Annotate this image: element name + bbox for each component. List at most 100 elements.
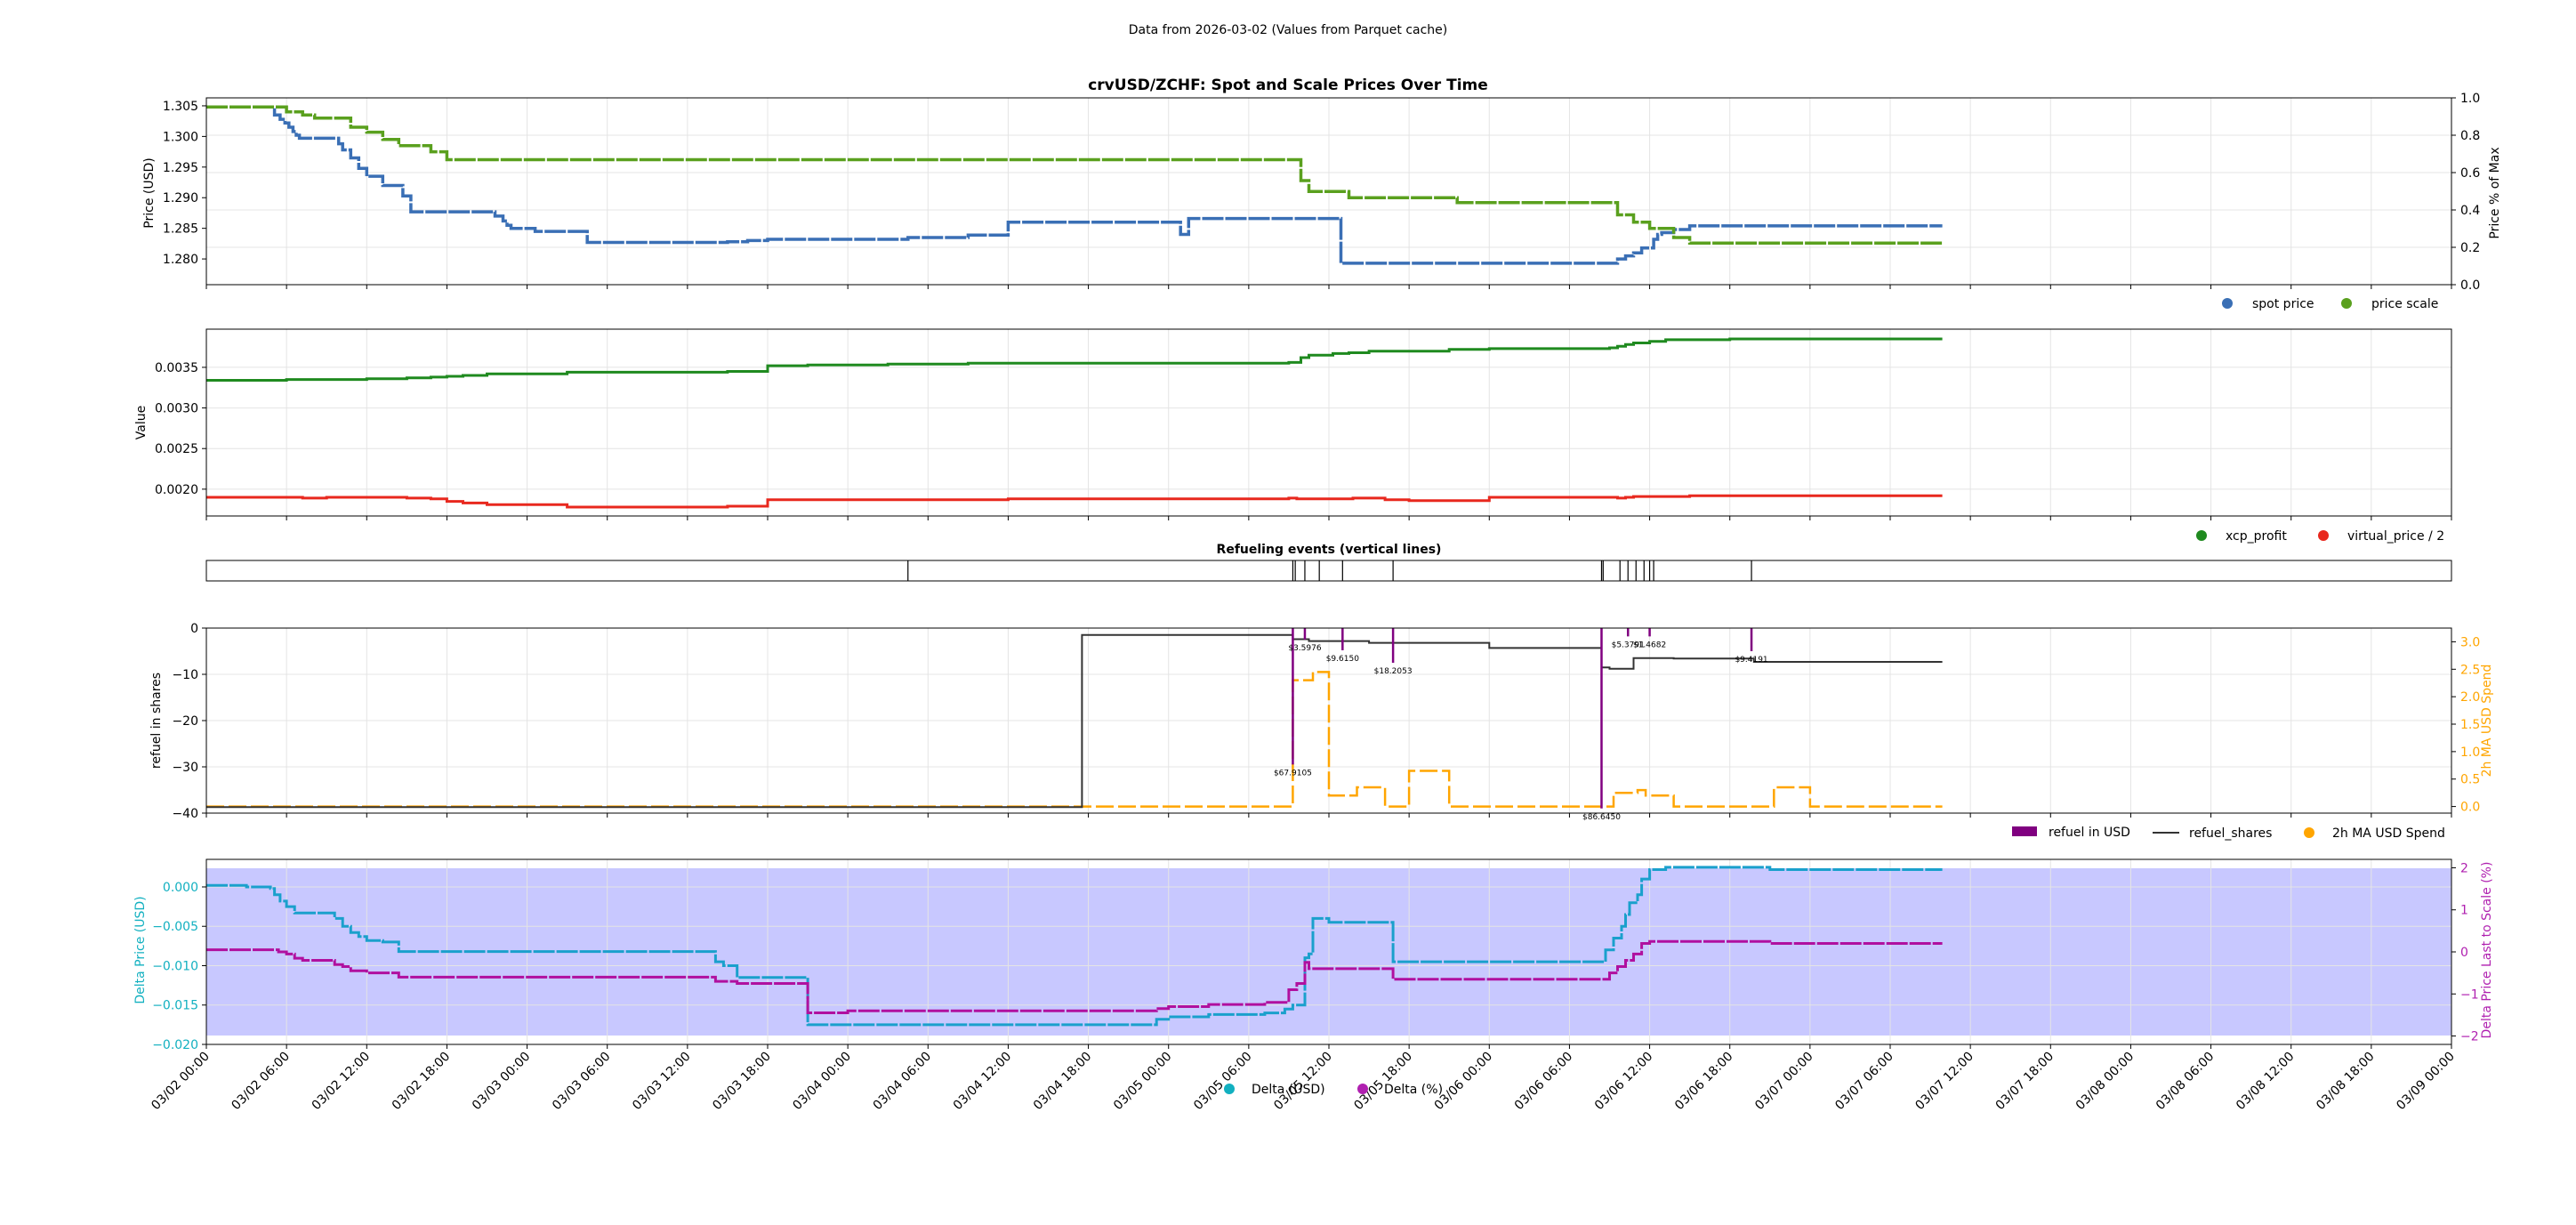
x-tick-label: 03/09 00:00 xyxy=(2394,1050,2458,1114)
x-tick-label: 03/07 00:00 xyxy=(1752,1050,1816,1114)
refuel-usd-label: $9.4191 xyxy=(1735,656,1767,665)
x-tick-label: 03/06 06:00 xyxy=(1512,1050,1576,1114)
x-tick-label: 03/05 18:00 xyxy=(1351,1050,1415,1114)
refuel-usd-label: $1.4682 xyxy=(1633,641,1666,649)
panel1-y2tick-label: 0.4 xyxy=(2460,204,2480,218)
panel1-title: crvUSD/ZCHF: Spot and Scale Prices Over … xyxy=(1088,77,1488,94)
panel5-legend: Delta (USD) Delta (%) xyxy=(1224,1083,1443,1097)
panel1-y2tick-label: 0.0 xyxy=(2460,278,2480,293)
x-tick-label: 03/05 00:00 xyxy=(1111,1050,1175,1114)
panel1-ytick-label: 1.300 xyxy=(163,130,198,144)
x-tick-label: 03/03 00:00 xyxy=(470,1050,534,1114)
legend-marker-delta-pct xyxy=(1357,1084,1368,1094)
delta-pct-line xyxy=(206,939,1943,1014)
legend-marker-xcp xyxy=(2196,530,2207,541)
price-scale-line xyxy=(206,105,1943,245)
delta-usd-line xyxy=(206,866,1943,1027)
x-tick-label: 03/08 00:00 xyxy=(2073,1050,2137,1114)
panel5-y2tick-label: −2 xyxy=(2460,1030,2479,1044)
panel4-y2tick-label: 2.0 xyxy=(2460,690,2480,705)
panel1-legend: spot price price scale xyxy=(2222,297,2438,311)
x-tick-label: 03/04 00:00 xyxy=(790,1050,854,1114)
panel3-frame xyxy=(205,560,2452,582)
panel1-ytick-label: 1.285 xyxy=(163,222,198,237)
panel4-y2tick-label: 0.5 xyxy=(2460,773,2480,787)
x-tick-label: 03/08 12:00 xyxy=(2234,1050,2298,1114)
xcp-profit-line xyxy=(206,337,1943,382)
x-tick-label: 03/03 12:00 xyxy=(630,1050,694,1114)
x-tick-label: 03/06 00:00 xyxy=(1432,1050,1496,1114)
legend-marker-refuel xyxy=(2012,826,2037,836)
panel4-ytick-label: −40 xyxy=(172,807,198,821)
panel5-y2tick-label: −1 xyxy=(2460,987,2479,1002)
panel5-y2tick-label: 1 xyxy=(2460,904,2468,918)
panel4-y2tick-label: 2.5 xyxy=(2460,663,2480,677)
panel1-ytick-label: 1.290 xyxy=(163,191,198,206)
panel4-ylabel: refuel in shares xyxy=(149,673,164,769)
ma-usd-spend-line xyxy=(206,671,1943,808)
refuel-usd-label: $18.2053 xyxy=(1374,667,1413,676)
xcp-virtual-panel: Value 0.0020 0.0025 0.0030 0.0035 xcp_profi… xyxy=(134,328,2452,544)
x-tick-label: 03/06 12:00 xyxy=(1592,1050,1656,1114)
panel2-legend: xcp_profit virtual_price / 2 xyxy=(2196,529,2444,544)
legend-marker-delta-usd xyxy=(1224,1084,1235,1094)
legend-label-scale: price scale xyxy=(2371,297,2438,311)
panel1-y2tick-label: 1.0 xyxy=(2460,92,2480,106)
panel4-legend: refuel in USD refuel_shares 2h MA USD Sp… xyxy=(2012,826,2445,841)
spot-scale-panel: crvUSD/ZCHF: Spot and Scale Prices Over … xyxy=(142,77,2502,311)
panel4-ytick-label: −30 xyxy=(172,761,198,775)
panel2-ytick-label: 0.0030 xyxy=(155,402,198,416)
panel5-y2tick-label: 2 xyxy=(2460,861,2468,875)
panel4-y2tick-label: 1.0 xyxy=(2460,745,2480,760)
x-tick-label: 03/02 12:00 xyxy=(310,1050,374,1114)
panel3-title: Refueling events (vertical lines) xyxy=(1217,543,1442,557)
panel4-y2tick-label: 0.0 xyxy=(2460,801,2480,815)
panel4-y2tick-label: 1.5 xyxy=(2460,718,2480,732)
refuel-usd-label: $9.6150 xyxy=(1326,655,1359,664)
panel5-ytick-label: −0.020 xyxy=(152,1038,198,1052)
refuel-usd-label: $86.6450 xyxy=(1582,813,1621,822)
panel2-ylabel: Value xyxy=(134,406,149,439)
virtual-price-line xyxy=(206,494,1943,509)
x-tick-label: 03/07 06:00 xyxy=(1832,1050,1896,1114)
panel2-ytick-label: 0.0025 xyxy=(155,442,198,456)
refuel-events-panel: Refueling events (vertical lines) xyxy=(205,543,2452,582)
x-tick-label: 03/02 00:00 xyxy=(149,1050,213,1114)
panel1-y2tick-label: 0.8 xyxy=(2460,129,2480,143)
x-tick-label: 03/08 18:00 xyxy=(2314,1050,2378,1114)
panel4-ytick-label: −10 xyxy=(172,668,198,682)
delta-panel: Delta Price (USD) Delta Price Last to Sc… xyxy=(133,858,2494,1114)
legend-marker-vp xyxy=(2318,530,2329,541)
legend-label-ma: 2h MA USD Spend xyxy=(2332,826,2445,841)
refuel-usd-label: $3.5976 xyxy=(1288,644,1321,653)
panel1-y2label: Price % of Max xyxy=(2488,147,2502,238)
panel1-ytick-label: 1.280 xyxy=(163,253,198,267)
x-tick-label: 03/05 06:00 xyxy=(1191,1050,1255,1114)
x-tick-label: 03/06 18:00 xyxy=(1672,1050,1736,1114)
panel5-y2tick-label: 0 xyxy=(2460,946,2468,960)
legend-label-shares: refuel_shares xyxy=(2189,826,2272,841)
panel4-y2label: 2h MA USD Spend xyxy=(2480,665,2494,778)
panel2-ytick-label: 0.0035 xyxy=(155,361,198,375)
panel1-y2tick-label: 0.2 xyxy=(2460,241,2480,255)
panel1-ytick-label: 1.295 xyxy=(163,161,198,175)
legend-label-delta-usd: Delta (USD) xyxy=(1252,1083,1325,1097)
legend-label-spot: spot price xyxy=(2252,297,2314,311)
panel1-ytick-label: 1.305 xyxy=(163,100,198,114)
x-tick-label: 03/03 18:00 xyxy=(710,1050,774,1114)
panel5-ytick-label: −0.015 xyxy=(152,999,198,1013)
legend-marker-scale xyxy=(2341,298,2352,309)
panel1-y2tick-label: 0.6 xyxy=(2460,166,2480,181)
panel1-ylabel: Price (USD) xyxy=(142,157,157,228)
panel4-y2tick-label: 3.0 xyxy=(2460,635,2480,649)
refuel-usd-label: $5.3791 xyxy=(1612,641,1645,649)
panel5-y2label: Delta Price Last to Scale (%) xyxy=(2480,862,2494,1039)
legend-label-delta-pct: Delta (%) xyxy=(1384,1083,1443,1097)
panel5-ylabel: Delta Price (USD) xyxy=(133,896,148,1003)
refuel-usd-label: $67.9105 xyxy=(1274,769,1312,778)
panel5-ytick-label: 0.000 xyxy=(163,881,198,895)
legend-label-refuel: refuel in USD xyxy=(2049,826,2130,840)
panel5-ytick-label: −0.005 xyxy=(152,920,198,934)
legend-label-xcp: xcp_profit xyxy=(2226,529,2287,544)
